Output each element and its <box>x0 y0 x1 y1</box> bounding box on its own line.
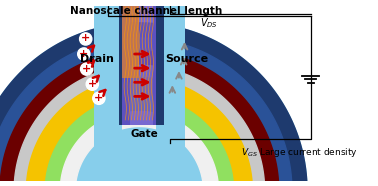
Text: Gate: Gate <box>130 129 158 139</box>
Polygon shape <box>0 23 307 186</box>
Text: +: + <box>81 33 90 44</box>
Circle shape <box>93 92 105 104</box>
Polygon shape <box>45 96 234 186</box>
Polygon shape <box>26 78 253 186</box>
Polygon shape <box>60 111 218 186</box>
Circle shape <box>86 78 98 90</box>
Text: Source: Source <box>165 54 208 64</box>
Text: Nanoscale channel length: Nanoscale channel length <box>70 6 222 16</box>
Polygon shape <box>0 51 279 186</box>
Text: $V_{GS}$ Large current density: $V_{GS}$ Large current density <box>241 146 358 159</box>
Text: Drain: Drain <box>80 54 114 64</box>
Bar <box>94 6 122 186</box>
Text: +: + <box>94 93 104 103</box>
Text: +: + <box>79 49 88 59</box>
Bar <box>122 2 156 125</box>
Polygon shape <box>0 23 307 186</box>
Bar <box>153 2 164 125</box>
Polygon shape <box>14 65 265 186</box>
Bar <box>122 2 139 78</box>
Circle shape <box>78 48 90 60</box>
Text: +: + <box>88 79 97 89</box>
Circle shape <box>81 63 93 75</box>
Text: $V_{DS}$: $V_{DS}$ <box>200 16 218 30</box>
Text: +: + <box>82 64 91 74</box>
Circle shape <box>80 33 92 45</box>
Bar <box>156 6 184 186</box>
Polygon shape <box>0 38 292 186</box>
Bar <box>119 2 130 125</box>
